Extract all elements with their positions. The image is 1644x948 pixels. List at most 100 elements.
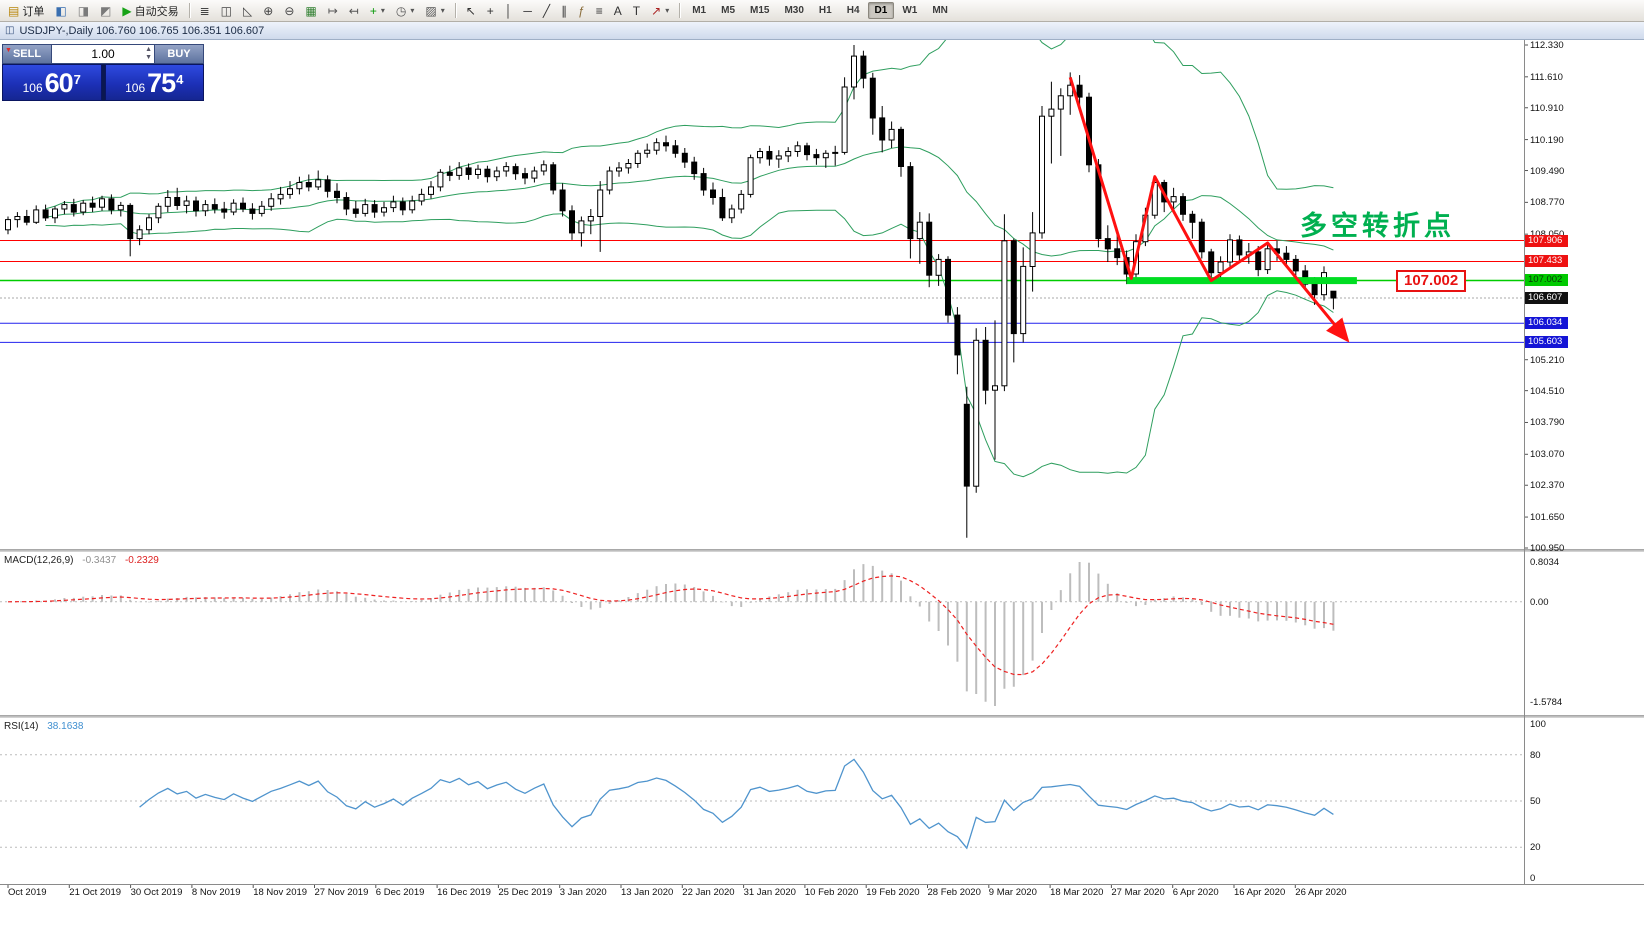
time-axis-line[interactable] (0, 884, 1644, 885)
data-window-button[interactable]: ◨ (73, 1, 94, 20)
templates-button[interactable]: ▨ ▾ (420, 1, 449, 20)
timeframe-d1[interactable]: D1 (867, 2, 895, 19)
macd-label: MACD(12,26,9) -0.3437 -0.2329 (4, 555, 159, 566)
rsi-line (139, 758, 1334, 850)
date-axis-label: 10 Feb 2020 (804, 887, 859, 898)
price-tag: 107.433 (1525, 255, 1568, 268)
navigator-button[interactable]: ◩ (95, 1, 116, 20)
shapes-button[interactable]: ≡ (591, 1, 608, 20)
arrows-icon: ↗ (651, 3, 662, 18)
new-order-button[interactable]: ▤ 订单 (3, 1, 49, 20)
support-zone[interactable] (1126, 277, 1357, 285)
bar-chart-button[interactable]: ≣ (195, 1, 215, 20)
price-axis-label: 102.370 (1530, 480, 1565, 492)
volume-up-icon[interactable]: ▲ (145, 46, 152, 53)
buy-button[interactable]: BUY (154, 44, 204, 64)
indicator-axis-label: 80 (1530, 749, 1541, 761)
buy-price-button[interactable]: 106 75 4 (104, 64, 204, 101)
date-axis-label: 18 Nov 2019 (253, 887, 308, 898)
timeframe-mn[interactable]: MN (925, 2, 955, 19)
timeframe-h1[interactable]: H1 (812, 2, 839, 19)
dropdown-caret-icon: ▾ (440, 6, 445, 15)
tile-windows-button[interactable]: ▦ (300, 1, 321, 20)
fibonacci-button[interactable]: ƒ (573, 1, 590, 20)
text-label-button[interactable]: T (628, 1, 645, 20)
periods-icon: ◷ (395, 3, 407, 18)
date-axis-label: 8 Nov 2019 (191, 887, 241, 898)
zoom-in-button[interactable]: ⊕ (258, 1, 278, 20)
volume-down-icon[interactable]: ▼ (145, 54, 152, 61)
indicators-button[interactable]: + ▾ (365, 1, 390, 20)
price-axis-label: 101.650 (1530, 512, 1565, 524)
rsi-name: RSI(14) (4, 721, 39, 732)
macd-name: MACD(12,26,9) (4, 555, 74, 566)
price-axis-label: 110.190 (1530, 134, 1564, 146)
price-tag: 106.034 (1525, 317, 1568, 330)
date-axis-label: 30 Oct 2019 (130, 887, 183, 898)
chart-icon: ◫ (5, 25, 15, 36)
timeframe-m5[interactable]: M5 (714, 2, 742, 19)
auto-trading-label: 自动交易 (134, 5, 179, 18)
trendline-button[interactable]: ╱ (538, 1, 555, 20)
panel-splitter-macd[interactable] (0, 549, 1644, 552)
collapse-trade-panel-icon[interactable]: ▼ (5, 47, 12, 54)
chart-title: USDJPY-,Daily 106.760 106.765 106.351 10… (19, 24, 265, 37)
new-order-icon: ▤ (8, 3, 20, 18)
candle-chart-button[interactable]: ◫ (216, 1, 237, 20)
crosshair-button[interactable]: + (482, 1, 499, 20)
price-axis-label: 111.610 (1530, 71, 1563, 83)
price-axis-line[interactable] (1524, 40, 1525, 884)
chart-shift-icon: ↤ (348, 3, 359, 18)
cursor-icon: ↖ (465, 3, 476, 18)
date-axis-label: 27 Nov 2019 (314, 887, 369, 898)
date-axis-label: 16 Dec 2019 (437, 887, 491, 898)
timeframe-h4[interactable]: H4 (840, 2, 867, 19)
zoom-out-button[interactable]: ⊖ (279, 1, 299, 20)
data-window-icon: ◨ (77, 3, 90, 18)
vertical-line-icon: │ (504, 3, 513, 18)
volume-stepper[interactable]: ▲ ▼ (145, 46, 152, 62)
indicator-axis-label: 20 (1530, 842, 1541, 854)
timeframe-m30[interactable]: M30 (777, 2, 810, 19)
text-button[interactable]: A (609, 1, 627, 20)
auto-scroll-button[interactable]: ↦ (323, 1, 343, 20)
date-axis-label: 27 Mar 2020 (1111, 887, 1165, 898)
line-chart-button[interactable]: ◺ (238, 1, 257, 20)
date-axis-label: 6 Apr 2020 (1172, 887, 1219, 898)
date-axis-label: 13 Jan 2020 (621, 887, 674, 898)
sell-price-button[interactable]: 106 60 7 (2, 64, 102, 101)
timeframe-m1[interactable]: M1 (685, 2, 713, 19)
trend-annotation-text[interactable]: 多空转折点 (1300, 211, 1455, 242)
sell-price-sup: 7 (73, 72, 81, 87)
price-axis-label: 103.790 (1530, 417, 1565, 429)
vertical-line-button[interactable]: │ (500, 1, 518, 20)
timeframe-m15[interactable]: M15 (743, 2, 776, 19)
price-axis-label: 112.330 (1530, 40, 1564, 51)
sell-button[interactable]: SELL (2, 44, 52, 64)
crosshair-icon: + (486, 3, 494, 18)
sell-price-prefix: 106 (22, 81, 43, 95)
timeframe-w1[interactable]: W1 (895, 2, 924, 19)
price-level-label[interactable]: 107.002 (1396, 270, 1467, 292)
volume-input[interactable]: 1.00 ▲ ▼ (52, 44, 154, 64)
toolbar: ▤ 订单 ◧ ◨ ◩ ▶ 自动交易 ≣ ◫ ◺ ⊕ ⊖ ▦ ↦ ↤ + ▾ ◷ ▾ ▨ ▾ ↖ + │ ─ ╱ ∥ ƒ ≡ A T ↗ ▾ M1 M… (0, 0, 1644, 22)
cursor-button[interactable]: ↖ (461, 1, 481, 20)
price-axis-label: 109.490 (1530, 165, 1565, 177)
arrows-button[interactable]: ↗ ▾ (646, 1, 674, 20)
templates-icon: ▨ (425, 3, 437, 18)
horizontal-line-button[interactable]: ─ (518, 1, 537, 20)
price-axis-label: 110.910 (1530, 102, 1564, 114)
panel-splitter-rsi[interactable] (0, 715, 1644, 718)
price-tag: 106.607 (1525, 291, 1568, 304)
auto-trading-button[interactable]: ▶ 自动交易 (117, 1, 183, 20)
periods-button[interactable]: ◷ ▾ (391, 1, 420, 20)
indicator-axis-label: -1.5784 (1530, 697, 1563, 708)
chart-shift-button[interactable]: ↤ (344, 1, 364, 20)
indicator-axis-label: 50 (1530, 796, 1541, 807)
market-watch-button[interactable]: ◧ (50, 1, 71, 20)
macd-main-value: -0.3437 (82, 555, 117, 566)
channel-icon: ∥ (561, 3, 568, 18)
channel-button[interactable]: ∥ (556, 1, 572, 20)
market-watch-icon: ◧ (55, 3, 67, 18)
